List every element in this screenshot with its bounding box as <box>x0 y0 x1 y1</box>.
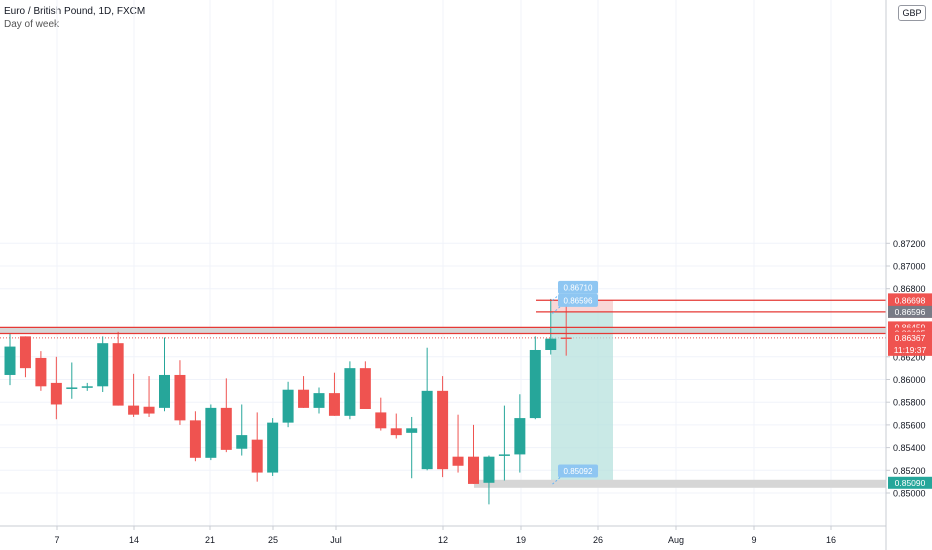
y-tick-label: 0.87000 <box>893 262 926 272</box>
candle-body <box>81 386 93 388</box>
price-label-text: 0.86459 <box>895 322 926 332</box>
x-tick-label: 19 <box>516 535 526 545</box>
indicator-label[interactable]: Day of week <box>4 19 60 30</box>
candle-body <box>498 454 510 456</box>
x-tick-label: 7 <box>54 535 59 545</box>
candle-body <box>97 343 109 387</box>
candle-body <box>50 382 62 405</box>
price-callout-box <box>558 280 598 294</box>
candle-body <box>328 393 340 416</box>
y-tick-label: 0.86000 <box>893 375 926 385</box>
candle-body <box>437 390 449 470</box>
candle-body <box>174 374 186 421</box>
candle-body <box>375 412 387 429</box>
x-tick-label: 25 <box>268 535 278 545</box>
price-callout-pointer <box>551 306 561 315</box>
x-tick-label: 16 <box>826 535 836 545</box>
price-label-text: 0.86698 <box>895 295 926 305</box>
candle-body <box>267 422 279 473</box>
price-labels-layer: 0.867060.866980.865970.865960.864590.864… <box>551 280 932 489</box>
candle-body <box>159 374 170 408</box>
candle-body <box>35 357 47 387</box>
y-tick-label: 0.85200 <box>893 466 926 476</box>
candle-body <box>468 456 479 484</box>
y-tick-label: 0.86200 <box>893 352 926 362</box>
price-callout-box <box>558 464 598 478</box>
resistance-zone <box>0 327 886 334</box>
countdown-text: 11:19:37 <box>894 345 927 355</box>
price-label-box <box>888 294 932 307</box>
y-tick-label: 0.85800 <box>893 398 926 408</box>
candle-body <box>390 428 402 436</box>
candles-layer <box>4 298 572 505</box>
x-tick-label: 26 <box>593 535 603 545</box>
candle-body <box>282 389 294 423</box>
candle-body <box>298 389 310 408</box>
y-tick-label: 0.85000 <box>893 489 926 499</box>
candle-body <box>529 349 541 419</box>
take-profit-zone <box>551 311 613 486</box>
candle-body <box>483 456 495 483</box>
candle-body <box>19 336 31 369</box>
price-label-text: 0.86596 <box>895 307 926 317</box>
candle-body <box>560 337 572 340</box>
price-label-text: 0.85090 <box>895 478 926 488</box>
price-callout-box <box>558 293 598 307</box>
candle-body <box>421 390 433 470</box>
candle-body <box>128 405 140 415</box>
candle-body <box>112 343 124 406</box>
price-callout-pointer <box>551 477 561 485</box>
candle-body <box>251 439 263 473</box>
support-strip <box>474 479 886 488</box>
candle-body <box>205 407 217 458</box>
x-tick-label: 14 <box>129 535 139 545</box>
y-tick-label: 0.86800 <box>893 284 926 294</box>
y-tick-label: 0.87200 <box>893 239 926 249</box>
x-tick-label: Aug <box>668 535 684 545</box>
price-callout-text: 0.86710 <box>564 283 593 292</box>
price-label-box <box>888 305 932 318</box>
symbol-title[interactable]: Euro / British Pound, 1D, FXCM <box>4 6 146 17</box>
candle-body <box>143 406 155 414</box>
x-tick-label: 12 <box>438 535 448 545</box>
candle-body <box>514 418 526 455</box>
y-tick-label: 0.85600 <box>893 420 926 430</box>
candle-body <box>66 387 78 389</box>
x-tick-label: 21 <box>205 535 215 545</box>
x-tick-label: 9 <box>751 535 756 545</box>
candle-body <box>189 420 201 458</box>
candle-body <box>220 407 232 450</box>
candle-body <box>406 428 418 433</box>
price-callout-text: 0.85092 <box>564 467 593 476</box>
price-label-text: 0.86367 <box>895 333 926 343</box>
candle-body <box>359 368 371 410</box>
candle-body <box>313 393 325 408</box>
candle-body <box>344 368 356 416</box>
price-label-box <box>888 476 932 489</box>
candle-body <box>545 338 557 350</box>
candle-body <box>4 346 16 375</box>
currency-badge[interactable]: GBP <box>898 5 926 21</box>
y-tick-label: 0.85400 <box>893 443 926 453</box>
candle-body <box>236 435 248 449</box>
price-callout-text: 0.86596 <box>564 296 593 305</box>
price-label-box <box>888 331 932 356</box>
candle-body <box>452 456 464 466</box>
x-tick-label: Jul <box>330 535 342 545</box>
